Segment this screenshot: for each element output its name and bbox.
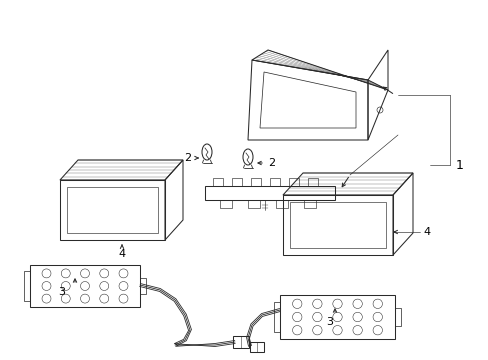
Text: 1: 1 <box>455 158 463 171</box>
Text: 3: 3 <box>59 287 65 297</box>
Text: 4: 4 <box>423 227 429 237</box>
Text: 2: 2 <box>268 158 275 168</box>
Text: 2: 2 <box>184 153 191 163</box>
Text: 3: 3 <box>326 317 333 327</box>
Text: 4: 4 <box>118 249 125 259</box>
